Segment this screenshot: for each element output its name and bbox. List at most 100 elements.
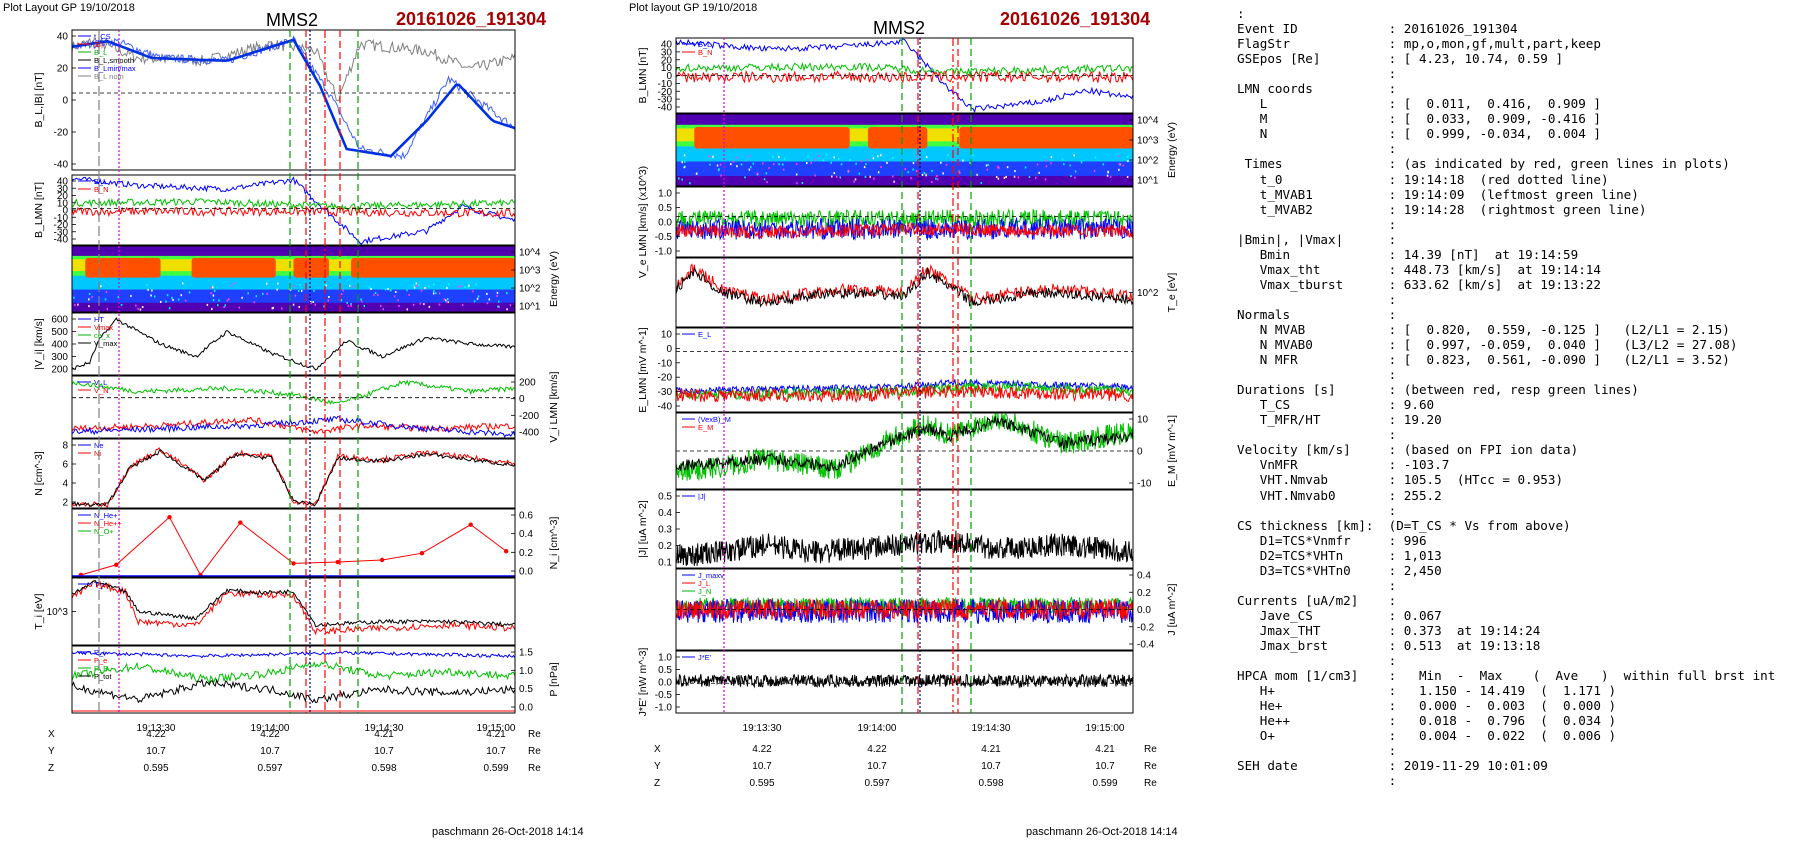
summary-line: N MVAB0 : [ 0.997, -0.059, 0.040 ] (L3/L… xyxy=(1237,337,1738,353)
summary-line: : xyxy=(1237,427,1397,443)
spectrogram-speckle xyxy=(907,171,909,174)
summary-line: M : [ 0.033, 0.909, -0.416 ] xyxy=(1237,111,1601,127)
spectrogram-speckle xyxy=(1080,161,1083,164)
spectrogram-speckle xyxy=(467,285,470,288)
left_page-panel-6 xyxy=(71,438,516,509)
spectrogram-speckle xyxy=(147,288,149,291)
spectrogram-speckle xyxy=(438,292,441,295)
spectrogram-hot-region xyxy=(959,126,1133,149)
legend-entry: B_Lmin/max xyxy=(94,64,136,73)
position-unit: Re xyxy=(528,746,541,757)
spectrogram-speckle xyxy=(986,168,989,171)
series-line xyxy=(71,206,516,219)
summary-line: VHT.Nmvab0 : 255.2 xyxy=(1237,487,1442,503)
panel-frame xyxy=(675,327,1134,413)
spectrogram-speckle xyxy=(912,168,915,171)
spectrogram-speckle xyxy=(488,298,491,301)
spectrogram-band xyxy=(676,161,1133,176)
spectrogram-speckle xyxy=(476,297,479,300)
spectrogram-speckle xyxy=(807,155,809,158)
summary-line: t_0 : 19:14:18 (red dotted line) xyxy=(1237,171,1609,187)
spectrogram-speckle xyxy=(765,172,768,175)
spectrogram-speckle xyxy=(1122,164,1124,167)
axis-label: B_LMN [nT] xyxy=(637,47,649,103)
spectrogram-speckle xyxy=(831,175,833,178)
tick-label: 40 xyxy=(57,32,69,43)
data-point xyxy=(503,548,509,554)
spectrogram-speckle xyxy=(866,158,869,161)
tick-label: 0.2 xyxy=(658,541,672,552)
spectrogram-speckle xyxy=(931,169,933,172)
tick-label: 500 xyxy=(51,327,68,338)
spectrogram-speckle xyxy=(1028,176,1031,179)
spectrogram-speckle xyxy=(822,159,825,162)
spectrogram-speckle xyxy=(1050,156,1053,159)
spectrogram-speckle xyxy=(363,305,366,308)
tick-label: 10^1 xyxy=(519,302,541,313)
spectrogram-speckle xyxy=(209,286,212,289)
position-value: 0.595 xyxy=(143,763,168,774)
spectrogram-speckle xyxy=(839,176,841,179)
spectrogram-speckle xyxy=(299,284,302,287)
spectrogram-speckle xyxy=(935,177,937,180)
spectrogram-speckle xyxy=(716,164,719,167)
spectrogram-speckle xyxy=(212,294,215,297)
spectrogram-speckle xyxy=(146,284,148,287)
series-line xyxy=(675,263,1134,307)
right_page-panel-6 xyxy=(675,412,1134,490)
spectrogram-speckle xyxy=(272,306,275,309)
spectrogram-speckle xyxy=(1035,177,1037,180)
series-line xyxy=(675,69,1134,84)
tick-label: 0.0 xyxy=(519,567,533,578)
spectrogram-speckle xyxy=(166,294,169,297)
position-value: 0.598 xyxy=(978,778,1003,789)
spectrogram-hot-region xyxy=(85,257,161,278)
right_page-panel-2 xyxy=(675,113,1134,187)
tick-label: 10 xyxy=(1137,415,1149,426)
summary-line: Normals : xyxy=(1237,306,1397,322)
tick-label: 0 xyxy=(666,71,672,82)
position-row-label: X xyxy=(48,729,55,740)
series-line xyxy=(675,530,1134,567)
position-value: 10.7 xyxy=(867,761,887,772)
spectrogram-speckle xyxy=(177,298,180,301)
spectrogram-speckle xyxy=(1045,165,1048,168)
summary-line: Currents [uA/m2] : xyxy=(1237,592,1397,608)
spectrogram-speckle xyxy=(211,308,213,311)
position-value: 10.7 xyxy=(146,746,166,757)
legend-entry: V_max xyxy=(94,339,118,348)
summary-line: O+ : 0.004 - 0.022 ( 0.006 ) xyxy=(1237,728,1617,744)
tick-label: -30 xyxy=(658,95,673,106)
summary-line: : xyxy=(1237,66,1397,82)
left-footer: paschmann 26-Oct-2018 14:14 xyxy=(432,826,584,838)
spectrogram-band xyxy=(72,289,515,303)
summary-line: He+ : 0.000 - 0.003 ( 0.000 ) xyxy=(1237,698,1617,714)
position-unit: Re xyxy=(528,729,541,740)
time-tick-label: 19:14:00 xyxy=(858,723,897,734)
spectrogram-speckle xyxy=(683,154,686,157)
position-value: 0.598 xyxy=(371,763,396,774)
position-value: 10.7 xyxy=(752,761,772,772)
legend-entry: J_N xyxy=(698,587,711,596)
spectrogram-speckle xyxy=(509,304,512,307)
tick-label: 10 xyxy=(661,63,673,74)
summary-line: N MVAB : [ 0.820, 0.559, -0.125 ] (L2/L1… xyxy=(1237,321,1730,337)
left-header: Plot Layout GP 19/10/2018 xyxy=(3,2,135,14)
spectrogram-speckle xyxy=(350,303,352,306)
spectrogram-speckle xyxy=(768,167,770,170)
time-tick-label: 19:14:30 xyxy=(365,723,404,734)
legend-entry: N_He++ xyxy=(94,519,123,528)
spectrogram-speckle xyxy=(227,298,230,301)
tick-label: 400 xyxy=(51,340,68,351)
legend-entry: E_M xyxy=(698,423,713,432)
legend-entry: B_N xyxy=(94,185,109,194)
tick-label: 0.0 xyxy=(519,703,533,714)
spectrogram-hot-region xyxy=(191,257,276,278)
spectrogram-speckle xyxy=(350,304,352,307)
spectrogram-speckle xyxy=(91,296,93,299)
spectrogram-speckle xyxy=(348,284,351,287)
spectrogram-speckle xyxy=(987,163,989,166)
time-tick-label: 19:14:00 xyxy=(251,723,290,734)
spectrogram-speckle xyxy=(1063,163,1065,166)
tick-label: -20 xyxy=(54,128,69,139)
